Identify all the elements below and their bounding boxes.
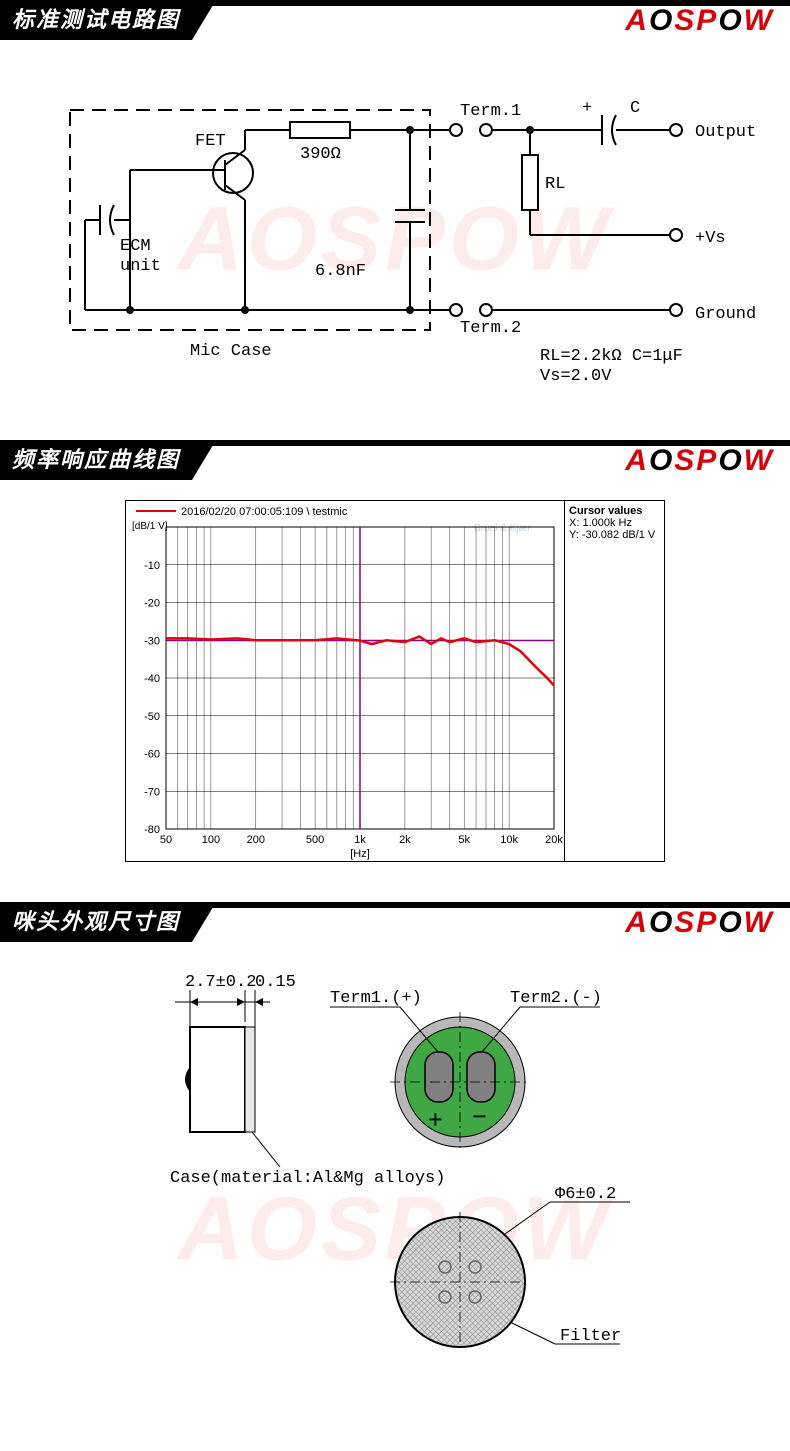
svg-text:-80: -80 bbox=[144, 824, 160, 836]
gnd-pin bbox=[670, 304, 682, 316]
svg-text:-40: -40 bbox=[144, 673, 160, 685]
cap-6p8 bbox=[395, 130, 425, 310]
params-2: Vs=2.0V bbox=[540, 367, 612, 386]
rl-label: RL bbox=[545, 175, 565, 194]
cursor-title: Cursor values bbox=[569, 505, 660, 517]
edge-label: 0.15 bbox=[255, 973, 296, 992]
term2-label: Term.2 bbox=[460, 319, 521, 338]
svg-text:-50: -50 bbox=[144, 711, 160, 723]
back-view: + − bbox=[330, 1007, 600, 1152]
plus: + bbox=[582, 99, 592, 118]
node bbox=[241, 306, 249, 314]
mic-case-label: Mic Case bbox=[190, 342, 272, 361]
ecm-line2: unit bbox=[120, 257, 161, 276]
brand-logo: AOSPOW bbox=[625, 444, 774, 478]
section-title: 标准测试电路图 bbox=[0, 0, 216, 40]
section-title: 咪头外观尺寸图 bbox=[0, 902, 216, 942]
brand-logo: AOSPOW bbox=[625, 906, 774, 940]
svg-text:2016/02/20 07:00:05:109 \ test: 2016/02/20 07:00:05:109 \ testmic bbox=[181, 506, 348, 518]
svg-text:-70: -70 bbox=[144, 786, 160, 798]
svg-text:[dB/1 V]: [dB/1 V] bbox=[132, 521, 168, 532]
output-label: Output bbox=[695, 123, 756, 142]
gnd-label: Ground bbox=[695, 305, 756, 324]
svg-text:-60: -60 bbox=[144, 749, 160, 761]
svg-text:-30: -30 bbox=[144, 635, 160, 647]
freq-chart: 2016/02/20 07:00:05:109 \ testmic [dB/1 V… bbox=[125, 500, 665, 862]
params-1: RL=2.2kΩ C=1μF bbox=[540, 347, 683, 366]
plus-mark: + bbox=[428, 1105, 443, 1134]
circuit-diagram: Mic Case ECM unit FET bbox=[20, 70, 770, 390]
svg-text:5k: 5k bbox=[458, 834, 470, 846]
cursor-panel: Cursor values X: 1.000k Hz Y: -30.082 dB… bbox=[564, 501, 664, 861]
cursor-y: Y: -30.082 dB/1 V bbox=[569, 529, 660, 541]
dims-section-header: 咪头外观尺寸图 AOSPOW bbox=[0, 902, 790, 942]
fet-label: FET bbox=[195, 132, 226, 151]
svg-text:[Hz]: [Hz] bbox=[350, 848, 370, 860]
svg-text:Brüel & Kjær: Brüel & Kjær bbox=[474, 523, 531, 534]
chart-plot-area: 2016/02/20 07:00:05:109 \ testmic [dB/1 V… bbox=[126, 501, 564, 861]
svg-text:20k: 20k bbox=[545, 834, 563, 846]
height-label: 2.7±0.2 bbox=[185, 973, 256, 992]
term2-label: Term2.(-) bbox=[510, 989, 602, 1008]
circuit-body: AOSPOW Mic Case ECM unit FET bbox=[0, 40, 790, 440]
svg-text:50: 50 bbox=[160, 834, 172, 846]
svg-text:500: 500 bbox=[306, 834, 324, 846]
svg-text:200: 200 bbox=[247, 834, 265, 846]
term1-label: Term.1 bbox=[460, 102, 521, 121]
cursor-x: X: 1.000k Hz bbox=[569, 517, 660, 529]
side-view: 2.7±0.2 0.15 bbox=[175, 973, 296, 1167]
freq-plot-svg: 2016/02/20 07:00:05:109 \ testmic [dB/1 V… bbox=[126, 501, 564, 861]
freq-body: AOSPOW 2016/02/20 07:00:05:109 \ testmic… bbox=[0, 480, 790, 902]
term1-pin-r bbox=[480, 124, 492, 136]
diameter-label: Φ6±0.2 bbox=[555, 1185, 616, 1204]
section-title: 频率响应曲线图 bbox=[0, 440, 216, 480]
c-label: C bbox=[630, 99, 640, 118]
term1-pin-l bbox=[450, 124, 462, 136]
vs-pin bbox=[670, 229, 682, 241]
dims-diagram: 2.7±0.2 0.15 Case(material:Al&Mg alloys)… bbox=[20, 972, 770, 1372]
ecm-line1: ECM bbox=[120, 237, 151, 256]
output-pin bbox=[670, 124, 682, 136]
dims-body: AOSPOW 2.7±0.2 0.15 Case(material:Al&Mg … bbox=[0, 942, 790, 1422]
svg-text:100: 100 bbox=[202, 834, 220, 846]
fet bbox=[130, 130, 253, 310]
case-label: Case(material:Al&Mg alloys) bbox=[170, 1169, 445, 1188]
vs-label: +Vs bbox=[695, 229, 726, 248]
svg-text:-20: -20 bbox=[144, 598, 160, 610]
brand-logo: AOSPOW bbox=[625, 4, 774, 38]
svg-text:10k: 10k bbox=[500, 834, 518, 846]
c1-label: 6.8nF bbox=[315, 262, 366, 281]
svg-text:1k: 1k bbox=[354, 834, 366, 846]
term2-pin-r bbox=[480, 304, 492, 316]
term1-label: Term1.(+) bbox=[330, 989, 422, 1008]
circuit-section-header: 标准测试电路图 AOSPOW bbox=[0, 0, 790, 40]
term2-pin-l bbox=[450, 304, 462, 316]
minus-mark: − bbox=[472, 1102, 487, 1131]
node bbox=[126, 306, 134, 314]
resistor-390 bbox=[245, 122, 410, 138]
r1-label: 390Ω bbox=[300, 145, 341, 164]
node bbox=[526, 126, 534, 134]
svg-text:2k: 2k bbox=[399, 834, 411, 846]
svg-text:-10: -10 bbox=[144, 560, 160, 572]
right-net bbox=[492, 115, 670, 310]
filter-label: Filter bbox=[560, 1327, 621, 1346]
freq-section-header: 频率响应曲线图 AOSPOW bbox=[0, 440, 790, 480]
